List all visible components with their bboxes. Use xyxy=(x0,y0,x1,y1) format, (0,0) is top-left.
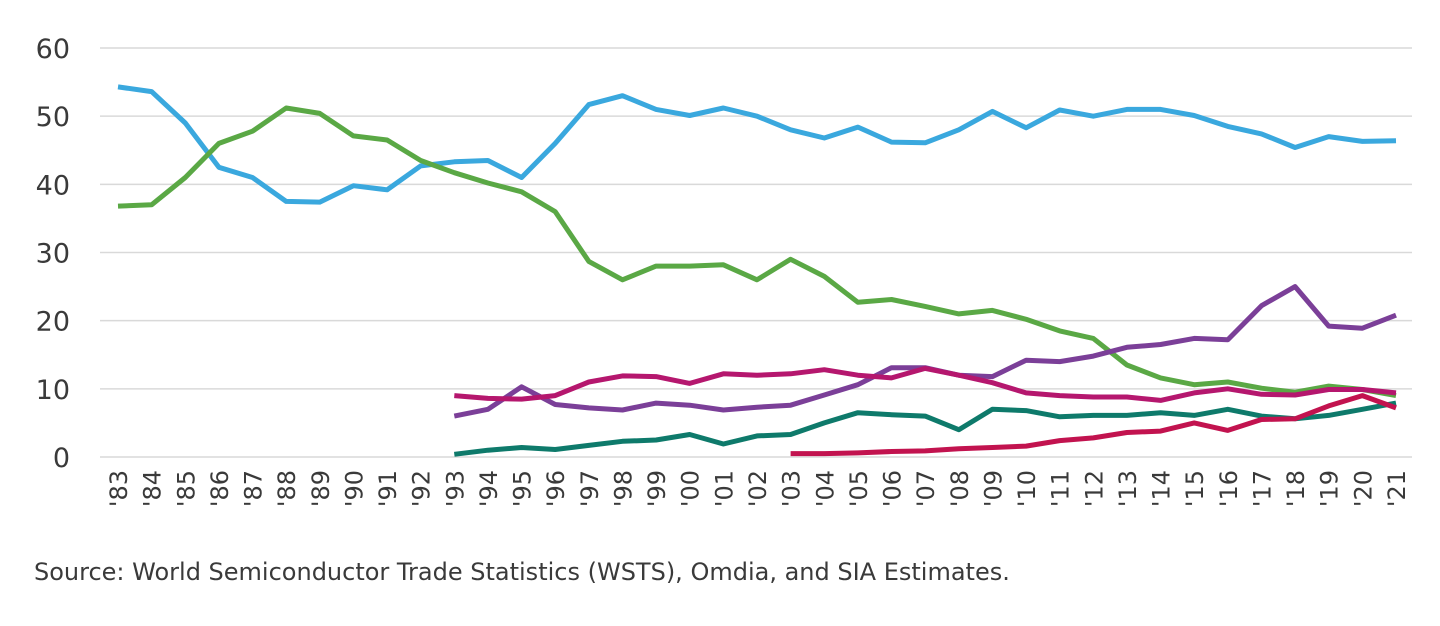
x-tick-label: '08 xyxy=(946,470,974,507)
x-tick-label: '93 xyxy=(441,470,469,507)
y-tick-label: 10 xyxy=(36,375,70,406)
y-tick-label: 0 xyxy=(53,443,70,474)
series-lines xyxy=(117,84,1397,457)
x-tick-label: '99 xyxy=(643,470,671,507)
x-tick-label: '98 xyxy=(609,470,637,507)
x-tick-label: '13 xyxy=(1114,470,1142,507)
series-line-5 xyxy=(453,400,1397,457)
series-line-6 xyxy=(790,393,1397,457)
source-note: Source: World Semiconductor Trade Statis… xyxy=(34,558,1010,586)
x-tick-label: '92 xyxy=(408,470,436,507)
x-tick-label: '00 xyxy=(677,470,705,507)
x-tick-label: '91 xyxy=(374,470,402,507)
series-line-2 xyxy=(117,105,1397,399)
x-tick-label: '83 xyxy=(105,470,133,507)
x-tick-label: '02 xyxy=(744,470,772,507)
x-tick-label: '07 xyxy=(912,470,940,507)
x-tick-label: '11 xyxy=(1047,470,1075,507)
x-tick-label: '12 xyxy=(1080,470,1108,507)
x-tick-label: '18 xyxy=(1282,470,1310,507)
x-tick-label: '85 xyxy=(172,470,200,507)
y-tick-label: 50 xyxy=(36,102,70,133)
x-tick-label: '94 xyxy=(475,470,503,507)
x-tick-label: '84 xyxy=(139,470,167,507)
x-tick-label: '09 xyxy=(979,470,1007,507)
x-tick-label: '19 xyxy=(1316,470,1344,507)
series-line-1 xyxy=(117,84,1397,205)
y-tick-label: 30 xyxy=(36,239,70,270)
x-tick-label: '15 xyxy=(1181,470,1209,507)
x-tick-label: '86 xyxy=(206,470,234,507)
y-axis-ticks: 0 10 20 30 40 50 60 xyxy=(36,34,70,474)
x-tick-label: '03 xyxy=(778,470,806,507)
line-chart: 0 10 20 30 40 50 60 '83'84'85'86'87'88'89'90'9… xyxy=(36,34,1412,507)
y-tick-label: 60 xyxy=(36,34,70,65)
x-tick-label: '97 xyxy=(576,470,604,507)
x-tick-label: '88 xyxy=(273,470,301,507)
x-tick-label: '16 xyxy=(1215,470,1243,507)
series-line-4 xyxy=(454,365,1397,403)
x-tick-label: '01 xyxy=(710,470,738,507)
x-tick-label: '96 xyxy=(542,470,570,507)
x-tick-label: '87 xyxy=(240,470,268,507)
x-tick-label: '89 xyxy=(307,470,335,507)
y-tick-label: 20 xyxy=(36,307,70,338)
x-tick-label: '05 xyxy=(845,470,873,507)
x-tick-label: '14 xyxy=(1148,470,1176,507)
x-tick-label: '06 xyxy=(879,470,907,507)
y-tick-label: 40 xyxy=(36,170,70,201)
x-tick-label: '90 xyxy=(340,470,368,507)
x-tick-label: '95 xyxy=(509,470,537,507)
x-axis-ticks: '83'84'85'86'87'88'89'90'91'92'93'94'95 '… xyxy=(105,470,1411,507)
x-tick-label: '04 xyxy=(811,470,839,507)
x-tick-label: '20 xyxy=(1349,470,1377,507)
x-tick-label: '21 xyxy=(1383,470,1411,507)
x-tick-label: '17 xyxy=(1248,470,1276,507)
x-tick-label: '10 xyxy=(1013,470,1041,507)
